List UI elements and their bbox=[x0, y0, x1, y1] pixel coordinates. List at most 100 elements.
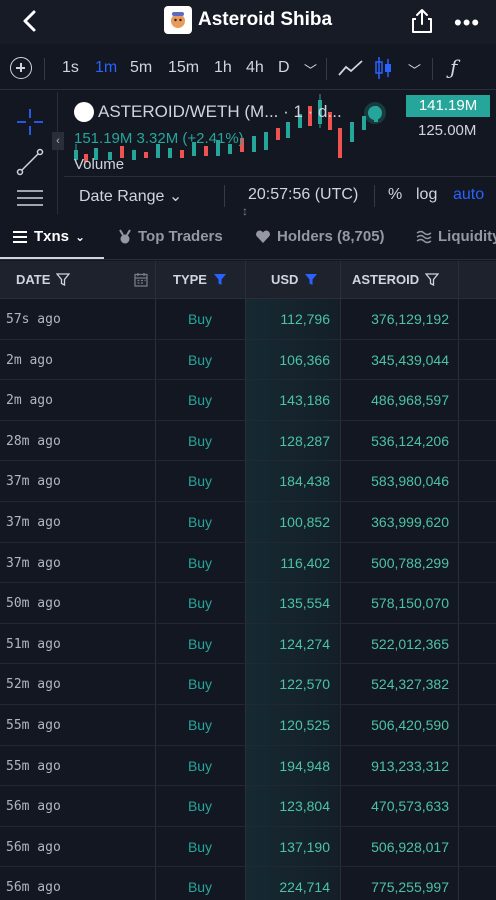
interval-1h[interactable]: 1h bbox=[214, 59, 232, 76]
table-row[interactable]: 2m ago Buy 143,186 486,968,597 bbox=[0, 380, 496, 421]
type-cell: Buy bbox=[187, 798, 213, 815]
type-cell: Buy bbox=[187, 757, 213, 774]
interval-1s[interactable]: 1s bbox=[62, 59, 79, 76]
date-cell: 37m ago bbox=[6, 514, 61, 530]
table-row[interactable]: 56m ago Buy 224,714 775,255,997 bbox=[0, 867, 496, 900]
usd-column-header[interactable]: USD bbox=[271, 272, 318, 287]
medal-icon bbox=[119, 228, 131, 243]
type-column-header[interactable]: TYPE bbox=[173, 272, 227, 287]
candles-icon[interactable] bbox=[374, 56, 394, 80]
interval-15m[interactable]: 15m bbox=[168, 59, 200, 76]
tab-top-traders[interactable]: Top Traders bbox=[118, 228, 223, 245]
usd-cell: 100,852 bbox=[279, 513, 330, 530]
crosshair-icon[interactable] bbox=[16, 108, 44, 136]
date-cell: 51m ago bbox=[6, 636, 61, 652]
chart-type-chevron-down-icon[interactable]: ﹀ bbox=[408, 63, 422, 78]
usd-cell: 128,287 bbox=[279, 432, 330, 449]
column-divider bbox=[340, 261, 341, 900]
asteroid-cell: 486,968,597 bbox=[371, 392, 449, 409]
date-range-selector[interactable]: Date Range ⌄ bbox=[79, 188, 183, 205]
app-header: Asteroid Shiba ••• bbox=[0, 0, 496, 44]
usd-cell: 116,402 bbox=[280, 554, 330, 571]
drawing-tools-panel bbox=[0, 92, 58, 214]
toolbar-divider bbox=[432, 58, 433, 80]
fib-tool-icon[interactable] bbox=[16, 188, 44, 210]
tab-liquidity[interactable]: Liquidity bbox=[416, 228, 496, 245]
toolbar-divider bbox=[326, 58, 327, 80]
table-row[interactable]: 28m ago Buy 128,287 536,124,206 bbox=[0, 421, 496, 462]
date-cell: 56m ago bbox=[6, 799, 61, 815]
table-row[interactable]: 2m ago Buy 106,366 345,439,044 bbox=[0, 340, 496, 381]
date-cell: 28m ago bbox=[6, 433, 61, 449]
pair-logo-icon bbox=[74, 102, 94, 122]
auto-scale-toggle[interactable]: auto bbox=[453, 186, 485, 203]
usd-cell: 135,554 bbox=[279, 595, 330, 612]
chevron-left-icon[interactable] bbox=[18, 8, 44, 34]
interval-chevron-down-icon[interactable]: ﹀ bbox=[304, 63, 318, 78]
table-row[interactable]: 56m ago Buy 123,804 470,573,633 bbox=[0, 786, 496, 827]
line-chart-icon[interactable] bbox=[338, 58, 364, 78]
tab-bar: Txns ⌄ Top Traders Holders (8,705) Liqui… bbox=[0, 216, 496, 260]
table-row[interactable]: 56m ago Buy 137,190 506,928,017 bbox=[0, 827, 496, 868]
footer-divider bbox=[224, 185, 225, 207]
asteroid-cell: 578,150,070 bbox=[371, 595, 449, 612]
interval-4h[interactable]: 4h bbox=[246, 59, 264, 76]
table-row[interactable]: 57s ago Buy 112,796 376,129,192 bbox=[0, 299, 496, 340]
column-divider bbox=[245, 261, 246, 900]
table-row[interactable]: 37m ago Buy 116,402 500,788,299 bbox=[0, 543, 496, 584]
resize-handle-icon[interactable]: ↕ bbox=[242, 204, 248, 218]
type-cell: Buy bbox=[187, 392, 213, 409]
date-column-header[interactable]: DATE bbox=[16, 272, 71, 287]
txns-table-body: 57s ago Buy 112,796 376,129,192 2m ago Buy 106… bbox=[0, 299, 496, 900]
asteroid-cell: 376,129,192 bbox=[371, 311, 449, 327]
interval-1m[interactable]: 1m bbox=[95, 59, 118, 76]
table-row[interactable]: 37m ago Buy 100,852 363,999,620 bbox=[0, 502, 496, 543]
percent-scale-toggle[interactable]: % bbox=[388, 186, 403, 203]
asteroid-column-header[interactable]: ASTEROID bbox=[352, 272, 440, 287]
chart-footer: Date Range ⌄ 20:57:56 (UTC) % log auto bbox=[64, 176, 496, 214]
filter-active-icon[interactable] bbox=[304, 273, 318, 286]
footer-divider bbox=[374, 185, 375, 207]
chevron-down-icon: ⌄ bbox=[75, 229, 86, 244]
pair-legend[interactable]: ASTEROID/WETH (M... · 1 · d... bbox=[74, 102, 342, 122]
asteroid-cell: 363,999,620 bbox=[371, 513, 449, 530]
add-symbol-icon[interactable] bbox=[10, 57, 32, 79]
share-icon[interactable] bbox=[410, 8, 434, 34]
table-row[interactable]: 52m ago Buy 122,570 524,327,382 bbox=[0, 664, 496, 705]
table-row[interactable]: 55m ago Buy 194,948 913,233,312 bbox=[0, 746, 496, 787]
usd-cell: 143,186 bbox=[279, 392, 330, 409]
asteroid-cell: 536,124,206 bbox=[371, 432, 449, 449]
type-cell: Buy bbox=[187, 432, 213, 449]
filter-icon[interactable] bbox=[425, 273, 440, 286]
usd-cell: 123,804 bbox=[279, 798, 330, 815]
trend-line-icon[interactable] bbox=[16, 148, 44, 176]
usd-cell: 112,796 bbox=[280, 311, 330, 327]
candle-group bbox=[74, 94, 378, 164]
utc-time: 20:57:56 (UTC) bbox=[248, 186, 359, 203]
table-row[interactable]: 51m ago Buy 124,274 522,012,365 bbox=[0, 624, 496, 665]
table-row[interactable]: 55m ago Buy 120,525 506,420,590 bbox=[0, 705, 496, 746]
date-cell: 55m ago bbox=[6, 758, 61, 774]
interval-5m[interactable]: 5m bbox=[130, 59, 153, 76]
log-scale-toggle[interactable]: log bbox=[416, 186, 438, 203]
type-cell: Buy bbox=[187, 676, 213, 693]
asteroid-cell: 775,255,997 bbox=[371, 879, 449, 896]
volume-label: Volume bbox=[74, 156, 125, 173]
more-dots-icon[interactable]: ••• bbox=[454, 10, 481, 35]
interval-d[interactable]: D bbox=[278, 59, 290, 76]
table-row[interactable]: 50m ago Buy 135,554 578,150,070 bbox=[0, 583, 496, 624]
tab-txns[interactable]: Txns ⌄ bbox=[12, 228, 85, 245]
indicators-fx-icon[interactable]: ƒ bbox=[450, 55, 458, 79]
collapse-tools-chevron-icon[interactable]: ‹ bbox=[52, 132, 64, 150]
usd-cell: 122,570 bbox=[279, 676, 330, 693]
price-chart[interactable]: ‹ ASTEROID/WETH (M... · 1 · d... 141.19M… bbox=[0, 92, 496, 214]
usd-cell: 184,438 bbox=[279, 473, 330, 490]
filter-active-icon[interactable] bbox=[213, 273, 227, 286]
table-row[interactable]: 37m ago Buy 184,438 583,980,046 bbox=[0, 461, 496, 502]
tab-holders[interactable]: Holders (8,705) bbox=[255, 228, 385, 245]
filter-icon[interactable] bbox=[56, 273, 71, 286]
usd-cell: 120,525 bbox=[279, 716, 330, 733]
column-divider bbox=[155, 261, 156, 900]
date-cell: 56m ago bbox=[6, 880, 61, 896]
calendar-icon[interactable] bbox=[134, 272, 148, 287]
